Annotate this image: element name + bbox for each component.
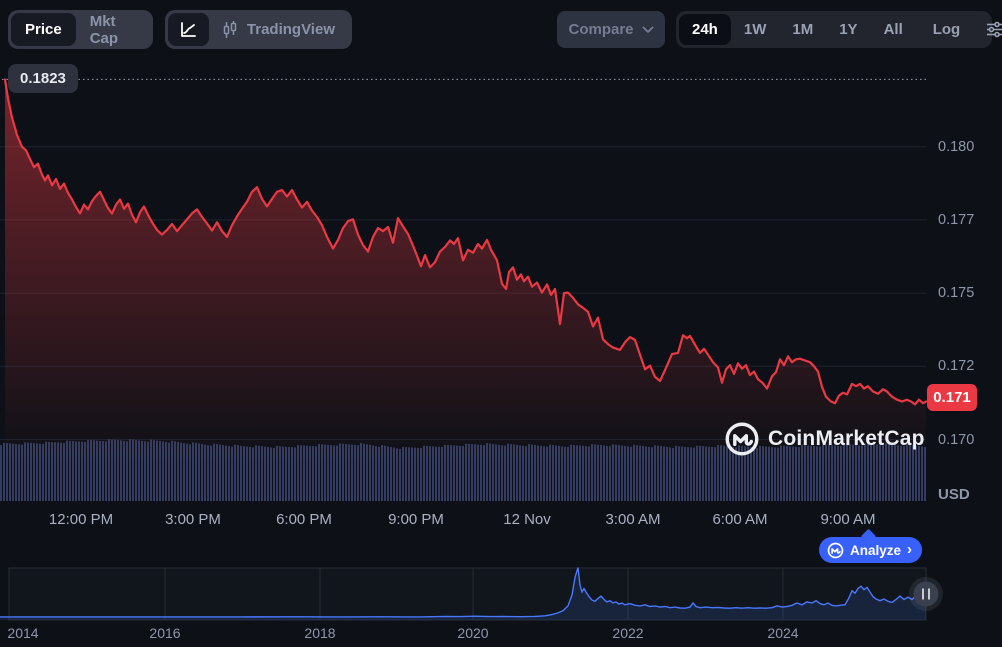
tab-mkt-cap[interactable]: Mkt Cap xyxy=(76,12,150,47)
analyze-label: Analyze xyxy=(850,542,902,558)
high-price-badge: 0.1823 xyxy=(8,64,78,93)
range-all-button[interactable]: All xyxy=(871,14,916,45)
analyze-chevron-icon: › xyxy=(907,540,913,558)
sliders-icon xyxy=(985,20,1002,39)
currency-label: USD xyxy=(938,486,970,503)
line-chart-style-button[interactable] xyxy=(168,13,209,46)
chart-style-toggle: TradingView xyxy=(165,10,352,49)
year-tick-label: 2022 xyxy=(612,625,644,641)
range-1m-label: 1M xyxy=(792,21,814,38)
navigator-handle[interactable] xyxy=(909,577,943,611)
year-tick-label: 2024 xyxy=(767,625,799,641)
time-tick-label: 12:00 PM xyxy=(48,511,114,528)
price-tick-label: 0.170 xyxy=(938,432,975,448)
line-chart-icon xyxy=(178,20,198,40)
price-area-fill xyxy=(5,79,926,502)
price-line xyxy=(3,78,928,406)
coinmarketcap-logo-icon xyxy=(724,421,760,457)
compare-label: Compare xyxy=(568,21,634,38)
range-24h-label: 24h xyxy=(692,21,718,38)
range-1y-label: 1Y xyxy=(839,21,858,38)
range-1m-button[interactable]: 1M xyxy=(779,14,826,45)
tab-price[interactable]: Price xyxy=(11,13,76,46)
range-all-label: All xyxy=(883,21,903,38)
price-tick-label: 0.175 xyxy=(938,285,975,301)
year-tick-label: 2014 xyxy=(7,625,39,641)
coinmarketcap-watermark: CoinMarketCap xyxy=(724,421,925,457)
tradingview-label: TradingView xyxy=(246,21,335,38)
navigator-area xyxy=(0,567,926,620)
year-tick-label: 2018 xyxy=(304,625,336,641)
candlestick-icon xyxy=(221,20,239,40)
year-tick-label: 2020 xyxy=(457,625,489,641)
time-tick-label: 3:00 AM xyxy=(605,511,661,528)
time-tick-label: 6:00 AM xyxy=(712,511,768,528)
navigator-selected-region[interactable] xyxy=(8,567,927,621)
chart-settings-button[interactable] xyxy=(977,14,1002,45)
time-tick-label: 12 Nov xyxy=(503,511,551,528)
range-24h-button[interactable]: 24h xyxy=(679,14,731,45)
year-tick-label: 2016 xyxy=(149,625,181,641)
log-scale-label: Log xyxy=(932,21,961,38)
log-scale-button[interactable]: Log xyxy=(920,14,974,45)
range-1y-button[interactable]: 1Y xyxy=(826,14,870,45)
analyze-button[interactable]: Analyze › xyxy=(819,537,923,563)
range-1w-label: 1W xyxy=(743,21,767,38)
analyze-logo-icon xyxy=(827,542,844,559)
time-tick-label: 9:00 PM xyxy=(388,511,444,528)
time-tick-label: 3:00 PM xyxy=(165,511,221,528)
time-tick-label: 9:00 AM xyxy=(820,511,876,528)
navigator-line xyxy=(0,567,927,618)
chart-type-toggle: Price Mkt Cap xyxy=(8,10,153,49)
watermark-text: CoinMarketCap xyxy=(768,427,925,450)
price-tick-label: 0.177 xyxy=(938,212,975,228)
time-range-group: 24h 1W 1M 1Y All Log xyxy=(676,11,1002,48)
price-tick-label: 0.172 xyxy=(938,358,975,374)
time-tick-label: 6:00 PM xyxy=(276,511,332,528)
tradingview-style-button[interactable]: TradingView xyxy=(209,13,349,46)
tab-mkt-cap-label: Mkt Cap xyxy=(89,12,119,47)
compare-button[interactable]: Compare xyxy=(557,11,665,48)
chevron-down-icon xyxy=(642,26,654,34)
range-1w-button[interactable]: 1W xyxy=(731,14,780,45)
tab-price-label: Price xyxy=(25,21,62,38)
last-price-badge: 0.171 xyxy=(927,384,977,411)
price-tick-label: 0.180 xyxy=(938,139,975,155)
